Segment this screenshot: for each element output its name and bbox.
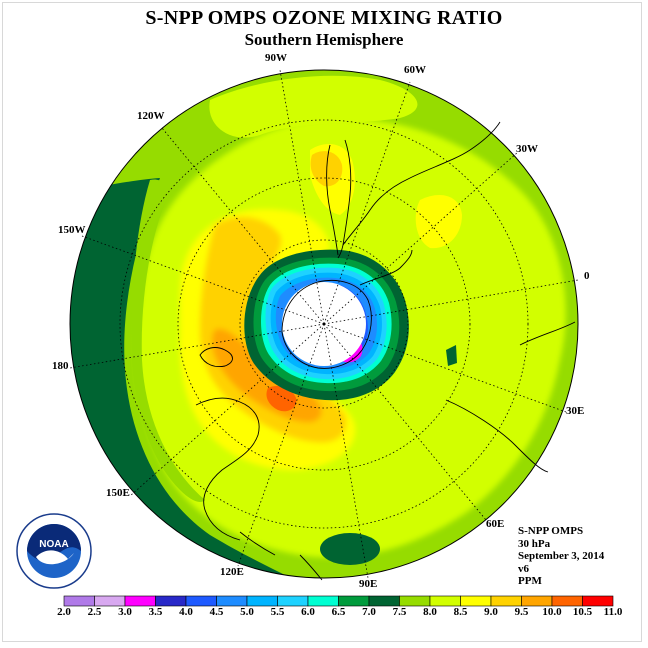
- info-units: PPM: [518, 575, 542, 588]
- lon-label-150w: 150W: [58, 224, 86, 236]
- colorbar-tick-label: 2.0: [57, 606, 71, 618]
- field-7p0-pool-east: [446, 345, 457, 366]
- colorbar-tick-label: 11.0: [603, 606, 623, 618]
- lon-label-30w: 30W: [516, 143, 538, 155]
- lon-label-60e: 60E: [486, 518, 505, 530]
- colorbar-tick-label: 7.5: [392, 606, 407, 618]
- lon-label-150e: 150E: [106, 487, 130, 499]
- map-title: S-NPP OMPS OZONE MIXING RATIO: [145, 7, 503, 29]
- noaa-logo-text: NOAA: [39, 539, 68, 550]
- colorbar-tick-label: 5.0: [240, 606, 254, 618]
- lon-label-0: 0: [584, 270, 590, 282]
- colorbar-tick-label: 6.5: [331, 606, 346, 618]
- lon-label-120e: 120E: [220, 566, 244, 578]
- noaa-logo: NOAA: [16, 513, 92, 589]
- coastlines: [195, 121, 576, 581]
- colorbar-tick-label: 2.5: [87, 606, 102, 618]
- info-date: September 3, 2014: [518, 550, 605, 563]
- image-frame: [2, 2, 642, 642]
- colorbar-tick-label: 3.5: [148, 606, 163, 618]
- lon-label-180: 180: [52, 360, 69, 372]
- colorbar-tick-label: 8.0: [423, 606, 437, 618]
- colorbar-tick-label: 3.0: [118, 606, 132, 618]
- colorbar-tick-label: 6.0: [301, 606, 315, 618]
- colorbar-tick-label: 8.5: [453, 606, 468, 618]
- colorbar-tick-label: 10.5: [572, 606, 593, 618]
- colorbar-tick-label: 5.5: [270, 606, 285, 618]
- product-info: S-NPP OMPS 30 hPa September 3, 2014 v6 P…: [518, 525, 604, 588]
- colorbar-tick-label: 7.0: [362, 606, 376, 618]
- colorbar-tick-label: 9.5: [514, 606, 529, 618]
- field-8p0-north: [209, 75, 418, 138]
- map-boundary: [69, 69, 579, 579]
- field-10p0-core: [266, 386, 297, 412]
- lon-label-90w: 90W: [265, 52, 287, 64]
- lon-label-120w: 120W: [137, 110, 165, 122]
- lon-label-90e: 90E: [359, 578, 378, 590]
- map-subtitle: Southern Hemisphere: [244, 30, 404, 49]
- colorbar-tick-label: 4.5: [209, 606, 224, 618]
- info-instrument: S-NPP OMPS: [518, 525, 584, 537]
- colorbar-tick-label: 10.0: [542, 606, 562, 618]
- info-level: 30 hPa: [518, 537, 551, 550]
- colorbar-tick-label: 9.0: [484, 606, 498, 618]
- field-8p5-right: [415, 195, 462, 249]
- lon-label-30e: 30E: [566, 405, 585, 417]
- info-version: v6: [518, 562, 529, 575]
- field-7p5-west-strip: [131, 179, 205, 502]
- colorbar-tick-label: 4.0: [179, 606, 193, 618]
- graticule: [69, 69, 579, 579]
- field-7p0-pool-south: [320, 533, 380, 565]
- lon-label-60w: 60W: [404, 64, 426, 76]
